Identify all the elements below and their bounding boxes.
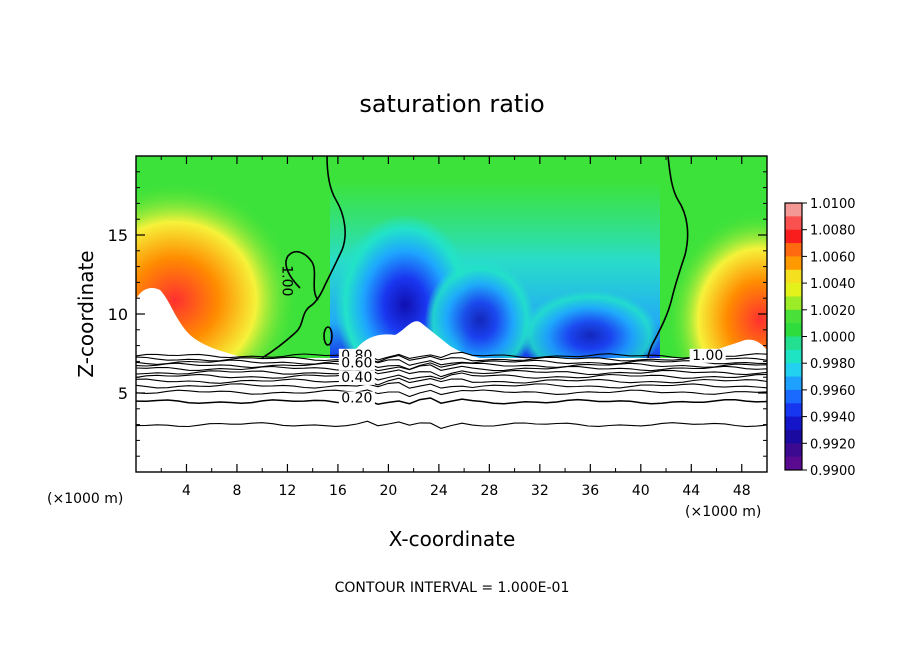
colorbar-label: 1.0080 [810, 224, 856, 239]
x-tick-label: 48 [733, 483, 751, 499]
contour-line-lower [135, 359, 768, 366]
y-axis-ticks: 5 10 15 [108, 171, 767, 457]
colorbar-label: 1.0020 [810, 304, 856, 319]
x-tick-label: 12 [279, 483, 297, 499]
colorbar-swatch [785, 216, 802, 231]
contour-line-lower [135, 372, 768, 381]
x-tick-label: 4 [182, 483, 191, 499]
contour-label: 0.40 [341, 370, 372, 386]
x-tick-label: 16 [329, 483, 347, 499]
contour-line-lower [135, 368, 768, 378]
contour-line-lower [135, 377, 768, 386]
contour-1.00-island [323, 326, 333, 346]
contour-1.00-right [647, 156, 689, 358]
contour-line-lower [135, 362, 768, 370]
colorbar-label: 1.0000 [810, 331, 856, 346]
colorbar-label: 0.9900 [810, 464, 856, 479]
y-tick-label: 15 [108, 226, 128, 245]
cloud-void-center [350, 321, 480, 358]
colorbar-swatch [785, 429, 802, 444]
colorbar-swatch [785, 323, 802, 337]
x-unit-left: (×1000 m) [47, 491, 123, 507]
contour-line-lower [135, 364, 768, 372]
moist-zone-west [136, 180, 300, 358]
colorbar-swatch [785, 349, 802, 364]
y-axis-label: Z-coordinate [74, 250, 98, 377]
colorbar-label: 0.9960 [810, 384, 856, 399]
colorbar-label: 1.0100 [810, 197, 856, 212]
lower-contour-lines [135, 351, 768, 429]
contour-label-bg [338, 370, 375, 385]
dry-zone-east [520, 290, 660, 358]
x-tick-label: 20 [379, 483, 397, 499]
colorbar-swatch [785, 336, 802, 351]
contour-label: 0.60 [341, 356, 372, 372]
colorbar-swatch [785, 283, 802, 297]
x-tick-label: 24 [430, 483, 448, 499]
contour-line-lower [135, 397, 768, 405]
contour-1.00-left [261, 156, 346, 358]
contour-label-bg [338, 356, 375, 371]
contour-line-lower [135, 389, 768, 398]
y-tick-label: 10 [108, 305, 128, 324]
colorbar-swatch [785, 269, 802, 284]
colorbar-swatch [785, 309, 802, 324]
colorbar-swatch [785, 443, 802, 458]
x-tick-label: 8 [232, 483, 241, 499]
contour-line-lower [135, 420, 768, 429]
x-tick-label: 28 [480, 483, 498, 499]
colorbar-label: 0.9940 [810, 411, 856, 426]
colorbar: 1.0100 1.0080 1.0060 1.0040 1.0020 1.0000 0.99… [784, 197, 856, 479]
x-axis-label: X-coordinate [389, 527, 516, 551]
chart-title: saturation ratio [359, 90, 544, 118]
x-tick-label: 36 [581, 483, 599, 499]
colorbar-swatch [785, 243, 802, 257]
contour-label: 0.20 [341, 390, 372, 406]
colorbar-swatch [785, 376, 802, 391]
x-axis-ticks: 4 8 12 16 20 24 28 32 36 40 44 48 [160, 156, 751, 499]
colorbar-label: 0.9920 [810, 437, 856, 452]
x-tick-label: 44 [682, 483, 700, 499]
contour-1.00-loop [285, 250, 319, 301]
colorbar-swatch [785, 403, 802, 418]
contour-label: 1.00 [692, 348, 723, 364]
colorbar-swatch [785, 229, 802, 244]
colorbar-swatch [785, 296, 802, 311]
colorbar-label: 1.0060 [810, 250, 856, 265]
colorbar-swatch [785, 363, 802, 378]
y-tick-label: 5 [118, 384, 128, 403]
dry-zone-secondary [425, 260, 535, 358]
contour-line-lower [135, 382, 768, 389]
x-unit-right: (×1000 m) [685, 504, 761, 520]
contour-label-bg [338, 391, 375, 406]
x-tick-label: 32 [531, 483, 549, 499]
colorbar-label: 1.0040 [810, 277, 856, 292]
contour-line-lower [135, 354, 768, 363]
colorbar-swatch [785, 389, 802, 404]
contour-line-lower [135, 351, 768, 361]
colorbar-swatch [785, 203, 802, 217]
contour-interval-note: CONTOUR INTERVAL = 1.000E-01 [335, 580, 570, 596]
saturation-field [136, 156, 767, 358]
contour-label-bg [689, 348, 726, 363]
moist-zone-east [665, 210, 767, 358]
contour-labels: 0.800.600.400.201.001.00 [278, 265, 726, 406]
x-tick-label: 40 [632, 483, 650, 499]
cloud-void-west [136, 288, 245, 358]
colorbar-swatch [785, 456, 802, 471]
colorbar-label: 0.9980 [810, 357, 856, 372]
colorbar-swatch [785, 256, 802, 271]
colorbar-swatch [785, 416, 802, 431]
contour-label: 1.00 [278, 265, 294, 296]
